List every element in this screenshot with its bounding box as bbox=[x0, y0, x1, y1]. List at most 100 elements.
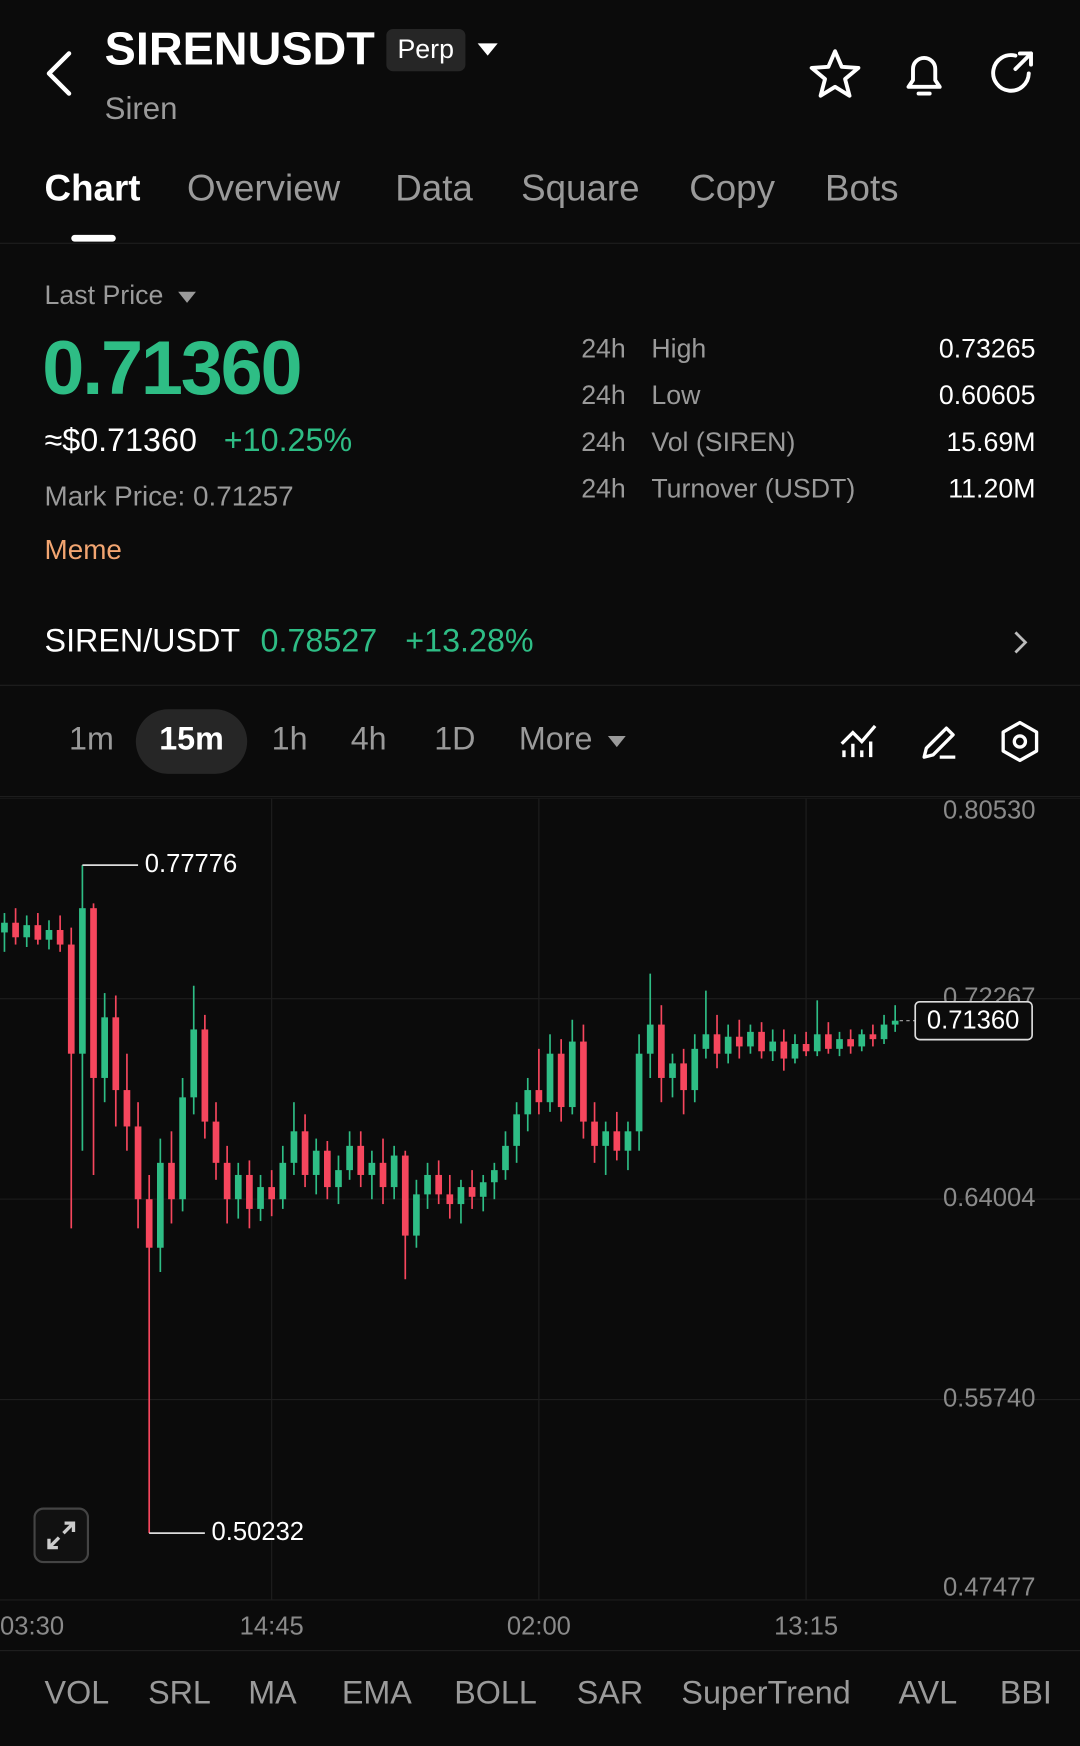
indicator[interactable]: VOL bbox=[44, 1675, 110, 1712]
dropdown-arrow[interactable] bbox=[177, 291, 197, 304]
stat-period: 24h bbox=[581, 334, 626, 365]
back-button[interactable] bbox=[40, 49, 80, 98]
interval-active-bg bbox=[135, 709, 248, 774]
y-tick-label: 0.64004 bbox=[943, 1184, 1036, 1212]
candle-body bbox=[123, 1090, 131, 1127]
candlestick-chart[interactable]: 0.474770.557400.640040.722670.8053003:30… bbox=[0, 798, 1080, 1650]
indicator[interactable]: MA bbox=[248, 1675, 297, 1712]
candle-body bbox=[457, 1187, 465, 1205]
interval[interactable]: 4h bbox=[350, 721, 387, 758]
last-price: 0.71360 bbox=[42, 326, 302, 411]
y-tick-label: 0.80530 bbox=[943, 798, 1036, 824]
interval[interactable]: 1h bbox=[271, 721, 308, 758]
candle-body bbox=[635, 1053, 643, 1132]
candle-body bbox=[268, 1187, 276, 1200]
fullscreen-button[interactable] bbox=[33, 1507, 90, 1564]
candle-body bbox=[145, 1199, 153, 1248]
category-tag[interactable]: Meme bbox=[44, 534, 122, 566]
tab[interactable]: Chart bbox=[44, 167, 141, 209]
indicator[interactable]: BOLL bbox=[454, 1675, 537, 1712]
perp-badge[interactable]: Perp bbox=[386, 28, 466, 72]
candle-body bbox=[546, 1053, 554, 1103]
favorite-icon[interactable] bbox=[808, 47, 861, 100]
candle-body bbox=[101, 1017, 108, 1078]
indicator[interactable]: BBI bbox=[999, 1675, 1052, 1712]
symbol-title: SIRENUSDT bbox=[104, 22, 375, 75]
active-tab-indicator bbox=[71, 234, 116, 242]
candle-body bbox=[568, 1041, 576, 1108]
candle-body bbox=[479, 1182, 487, 1197]
candle-body bbox=[624, 1131, 632, 1151]
dropdown-arrow[interactable] bbox=[477, 42, 499, 58]
indicator[interactable]: SAR bbox=[576, 1675, 644, 1712]
candle-body bbox=[12, 922, 19, 938]
stat-label: Low bbox=[651, 380, 701, 411]
candle-body bbox=[747, 1031, 754, 1047]
divider bbox=[0, 242, 1080, 244]
candle-body bbox=[802, 1043, 810, 1052]
candle-body bbox=[847, 1039, 854, 1047]
candle-body bbox=[491, 1170, 498, 1183]
candle-body bbox=[758, 1031, 765, 1052]
interval[interactable]: More bbox=[518, 721, 593, 758]
candle-body bbox=[257, 1187, 264, 1209]
candle-body bbox=[45, 930, 53, 940]
stat-label: Vol (SIREN) bbox=[651, 427, 796, 458]
stat-label: Turnover (USDT) bbox=[651, 474, 856, 505]
candle-body bbox=[90, 908, 97, 1078]
candle-body bbox=[825, 1034, 832, 1049]
draw-icon[interactable] bbox=[917, 719, 962, 764]
candle-body bbox=[735, 1036, 743, 1047]
y-tick-label: 0.47477 bbox=[943, 1574, 1036, 1602]
symbol-subtitle: Siren bbox=[104, 91, 178, 126]
candle-body bbox=[836, 1039, 843, 1049]
candle-body bbox=[658, 1024, 665, 1078]
x-tick-label: 13:15 bbox=[774, 1613, 838, 1641]
candle-body bbox=[212, 1121, 220, 1163]
interval[interactable]: 1D bbox=[434, 721, 476, 758]
stat-label: High bbox=[651, 334, 707, 365]
candle-body bbox=[357, 1145, 365, 1175]
indicator[interactable]: SuperTrend bbox=[681, 1675, 851, 1712]
indicator[interactable]: AVL bbox=[898, 1675, 958, 1712]
tab[interactable]: Data bbox=[395, 167, 473, 209]
candle-body bbox=[1, 922, 8, 933]
tab[interactable]: Square bbox=[521, 167, 640, 209]
alert-icon[interactable] bbox=[897, 47, 950, 100]
candle-body bbox=[190, 1029, 198, 1098]
candle-body bbox=[335, 1170, 342, 1188]
settings-icon[interactable] bbox=[998, 719, 1043, 764]
tab[interactable]: Copy bbox=[689, 167, 775, 209]
tab[interactable]: Bots bbox=[825, 167, 899, 209]
candle-body bbox=[424, 1174, 431, 1195]
candle-body bbox=[468, 1187, 476, 1197]
spot-pair[interactable]: SIREN/USDT bbox=[44, 623, 241, 660]
candle-body bbox=[112, 1017, 120, 1091]
indicator[interactable]: SRL bbox=[148, 1675, 211, 1712]
divider bbox=[0, 684, 1080, 686]
share-icon[interactable] bbox=[986, 47, 1039, 100]
indicator-icon[interactable] bbox=[837, 719, 882, 764]
candle-body bbox=[680, 1063, 687, 1091]
x-tick-label: 02:00 bbox=[507, 1613, 571, 1641]
indicator[interactable]: EMA bbox=[341, 1675, 412, 1712]
candle-body bbox=[168, 1162, 175, 1200]
candle-body bbox=[813, 1034, 821, 1052]
tab[interactable]: Overview bbox=[187, 167, 341, 209]
candle-body bbox=[346, 1145, 353, 1171]
candle-body bbox=[869, 1034, 877, 1040]
arrow-shape bbox=[607, 735, 626, 748]
candle-body bbox=[435, 1174, 443, 1195]
candle-body bbox=[513, 1114, 520, 1146]
interval[interactable]: 1m bbox=[69, 721, 114, 758]
mark-price: Mark Price: 0.71257 bbox=[44, 480, 294, 513]
interval[interactable]: 15m bbox=[159, 721, 224, 758]
candle-body bbox=[724, 1036, 732, 1054]
candle-body bbox=[156, 1162, 164, 1248]
chevron[interactable] bbox=[1011, 629, 1029, 656]
candle-body bbox=[401, 1155, 409, 1236]
price-label[interactable]: Last Price bbox=[44, 280, 164, 311]
dropdown-arrow[interactable] bbox=[607, 735, 627, 748]
spot-change: +13.28% bbox=[405, 623, 534, 660]
candle-body bbox=[891, 1020, 899, 1025]
